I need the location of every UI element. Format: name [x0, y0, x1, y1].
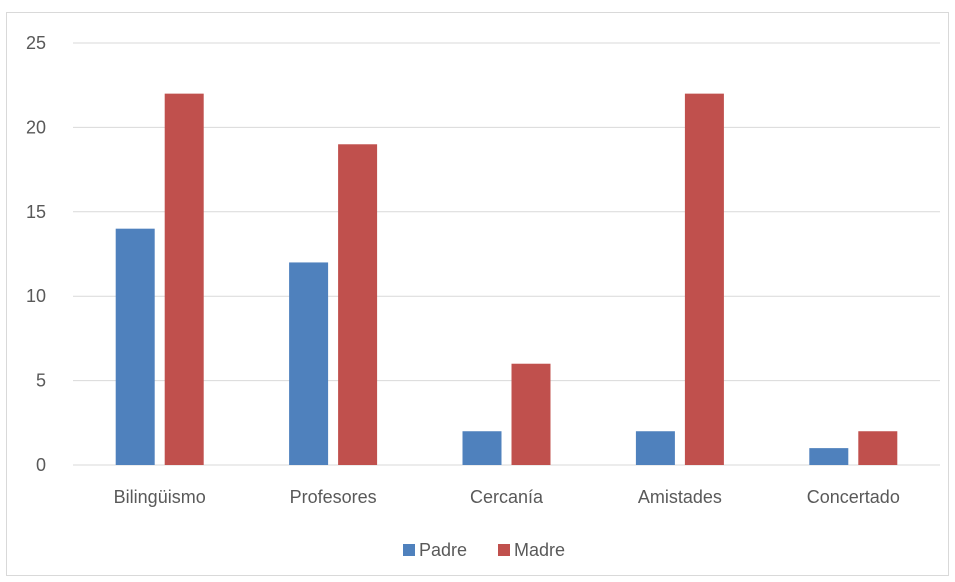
bar-padre-2 — [462, 431, 502, 465]
bar-madre-2 — [511, 363, 551, 465]
bar-padre-0 — [115, 228, 155, 465]
y-tick-label-20: 20 — [26, 117, 46, 137]
y-tick-label-10: 10 — [26, 286, 46, 306]
y-axis-tick-labels: 0 5 10 15 20 25 — [26, 33, 46, 475]
legend-label-madre: Madre — [514, 540, 565, 560]
y-tick-label-5: 5 — [36, 371, 46, 391]
gridlines — [73, 42, 940, 466]
y-tick-label-15: 15 — [26, 202, 46, 222]
x-tick-label-3: Amistades — [638, 487, 722, 507]
y-tick-label-0: 0 — [36, 455, 46, 475]
x-tick-label-0: Bilingüismo — [114, 487, 206, 507]
x-tick-label-4: Concertado — [807, 487, 900, 507]
legend-swatch-madre — [498, 544, 510, 556]
bar-madre-4 — [858, 431, 898, 465]
legend-swatch-padre — [403, 544, 415, 556]
bar-padre-1 — [289, 262, 329, 465]
bar-madre-0 — [164, 93, 204, 465]
x-axis-tick-labels: Bilingüismo Profesores Cercanía Amistades Co… — [114, 487, 900, 507]
bars — [115, 93, 898, 465]
y-tick-label-25: 25 — [26, 33, 46, 53]
bar-padre-4 — [809, 448, 849, 465]
bar-padre-3 — [635, 431, 675, 465]
x-tick-label-2: Cercanía — [470, 487, 544, 507]
x-tick-label-1: Profesores — [290, 487, 377, 507]
bar-madre-1 — [338, 144, 378, 465]
legend: Padre Madre — [403, 540, 565, 560]
chart-frame — [6, 12, 949, 576]
legend-label-padre: Padre — [419, 540, 467, 560]
bar-madre-3 — [684, 93, 724, 465]
